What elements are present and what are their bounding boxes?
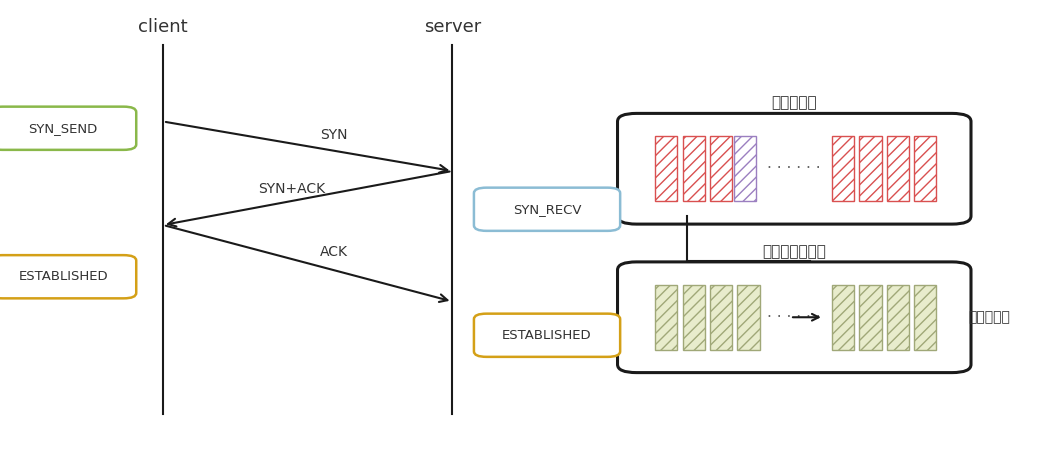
Bar xyxy=(710,136,732,202)
Text: SYN: SYN xyxy=(320,128,348,142)
Bar xyxy=(737,285,760,350)
Bar xyxy=(887,285,909,350)
Text: server: server xyxy=(424,18,481,36)
Bar xyxy=(859,136,882,202)
Bar xyxy=(683,285,705,350)
Bar xyxy=(655,285,677,350)
Bar xyxy=(734,136,756,202)
Bar xyxy=(710,285,732,350)
Text: client: client xyxy=(138,18,188,36)
Bar xyxy=(832,285,854,350)
Text: 卋连接队列: 卋连接队列 xyxy=(771,95,817,110)
Text: 移入到队尾: 移入到队尾 xyxy=(968,310,1010,324)
Text: ESTABLISHED: ESTABLISHED xyxy=(18,270,108,283)
FancyBboxPatch shape xyxy=(618,262,971,373)
Text: SYN_SEND: SYN_SEND xyxy=(28,122,98,135)
Bar xyxy=(887,136,909,202)
Bar xyxy=(859,285,882,350)
Text: SYN_RECV: SYN_RECV xyxy=(512,203,582,216)
Bar xyxy=(683,136,705,202)
Text: SYN+ACK: SYN+ACK xyxy=(259,182,325,196)
Text: ACK: ACK xyxy=(320,245,348,259)
Text: · · · · · ·: · · · · · · xyxy=(768,161,821,176)
Text: · · · · · ·: · · · · · · xyxy=(768,310,821,325)
FancyBboxPatch shape xyxy=(473,314,621,357)
Bar xyxy=(832,136,854,202)
FancyBboxPatch shape xyxy=(0,107,137,150)
FancyBboxPatch shape xyxy=(0,255,137,298)
Text: ESTABLISHED: ESTABLISHED xyxy=(502,329,592,342)
Text: 已完成连接队列: 已完成连接队列 xyxy=(763,244,826,259)
Bar xyxy=(914,136,936,202)
FancyBboxPatch shape xyxy=(473,188,621,231)
Bar xyxy=(914,285,936,350)
FancyBboxPatch shape xyxy=(618,113,971,224)
Bar xyxy=(655,136,677,202)
